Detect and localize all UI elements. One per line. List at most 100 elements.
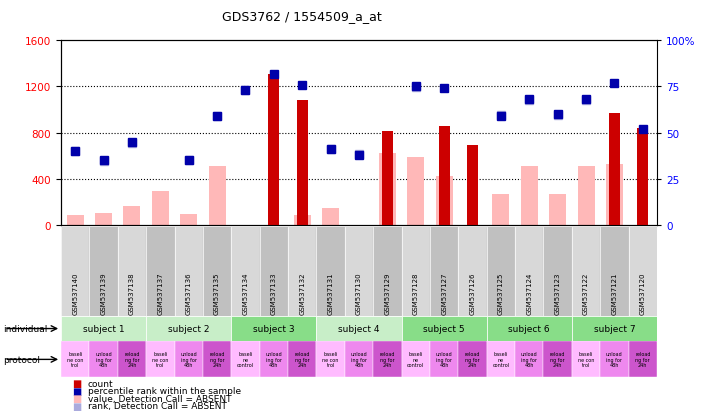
Bar: [487, 342, 515, 377]
Bar: [430, 342, 458, 377]
Text: reload
ng for
24h: reload ng for 24h: [294, 351, 310, 368]
Bar: [373, 227, 401, 316]
Text: unload
ing for
48h: unload ing for 48h: [521, 351, 538, 368]
Bar: [606, 165, 623, 225]
Bar: [345, 227, 373, 316]
Text: ■: ■: [72, 378, 81, 388]
Text: subject 1: subject 1: [83, 324, 124, 333]
Text: GSM537124: GSM537124: [526, 272, 532, 314]
Text: ■: ■: [72, 386, 81, 396]
Bar: [294, 216, 311, 225]
Bar: [146, 316, 231, 341]
Text: baseli
ne con
trol: baseli ne con trol: [152, 351, 169, 368]
Text: GSM537126: GSM537126: [470, 272, 475, 314]
Text: individual: individual: [4, 324, 48, 333]
Text: GSM537125: GSM537125: [498, 272, 504, 314]
Bar: [373, 342, 401, 377]
Bar: [90, 342, 118, 377]
Text: GSM537140: GSM537140: [73, 272, 78, 314]
Bar: [609, 114, 620, 225]
Text: GSM537134: GSM537134: [243, 272, 248, 314]
Text: unload
ing for
48h: unload ing for 48h: [180, 351, 197, 368]
Bar: [61, 316, 146, 341]
Bar: [401, 342, 430, 377]
Text: reload
ng for
24h: reload ng for 24h: [635, 351, 651, 368]
Text: GSM537131: GSM537131: [327, 272, 334, 314]
Bar: [572, 342, 600, 377]
Bar: [61, 227, 90, 316]
Text: reload
ng for
24h: reload ng for 24h: [210, 351, 225, 368]
Text: unload
ing for
48h: unload ing for 48h: [266, 351, 282, 368]
Text: baseli
ne con
trol: baseli ne con trol: [322, 351, 339, 368]
Text: GDS3762 / 1554509_a_at: GDS3762 / 1554509_a_at: [222, 10, 381, 23]
Bar: [521, 166, 538, 225]
Text: value, Detection Call = ABSENT: value, Detection Call = ABSENT: [88, 394, 231, 403]
Text: GSM537128: GSM537128: [413, 272, 419, 314]
Text: GSM537127: GSM537127: [441, 272, 447, 314]
Text: reload
ng for
24h: reload ng for 24h: [465, 351, 480, 368]
Bar: [458, 342, 487, 377]
Bar: [515, 342, 544, 377]
Text: ■: ■: [72, 393, 81, 403]
Bar: [118, 342, 146, 377]
Text: unload
ing for
48h: unload ing for 48h: [350, 351, 368, 368]
Text: GSM537136: GSM537136: [186, 272, 192, 314]
Bar: [493, 195, 509, 225]
Bar: [203, 227, 231, 316]
Text: protocol: protocol: [4, 355, 41, 364]
Text: GSM537139: GSM537139: [101, 272, 106, 314]
Bar: [203, 342, 231, 377]
Text: subject 6: subject 6: [508, 324, 550, 333]
Text: GSM537123: GSM537123: [554, 272, 561, 314]
Bar: [600, 227, 628, 316]
Bar: [209, 166, 225, 225]
Bar: [118, 227, 146, 316]
Text: baseli
ne
control: baseli ne control: [407, 351, 424, 368]
Bar: [572, 316, 657, 341]
Text: reload
ng for
24h: reload ng for 24h: [124, 351, 140, 368]
Bar: [401, 227, 430, 316]
Text: GSM537130: GSM537130: [356, 272, 362, 314]
Bar: [317, 227, 345, 316]
Text: GSM537121: GSM537121: [612, 272, 617, 314]
Bar: [174, 227, 203, 316]
Text: GSM537122: GSM537122: [583, 272, 589, 314]
Bar: [180, 214, 197, 225]
Bar: [345, 342, 373, 377]
Bar: [544, 342, 572, 377]
Text: reload
ng for
24h: reload ng for 24h: [550, 351, 565, 368]
Text: GSM537137: GSM537137: [157, 272, 164, 314]
Bar: [231, 227, 260, 316]
Bar: [628, 227, 657, 316]
Text: GSM537132: GSM537132: [299, 272, 305, 314]
Bar: [436, 176, 452, 225]
Text: unload
ing for
48h: unload ing for 48h: [436, 351, 452, 368]
Bar: [430, 227, 458, 316]
Text: unload
ing for
48h: unload ing for 48h: [95, 351, 112, 368]
Text: subject 5: subject 5: [424, 324, 465, 333]
Bar: [146, 227, 174, 316]
Text: reload
ng for
24h: reload ng for 24h: [380, 351, 395, 368]
Bar: [628, 342, 657, 377]
Bar: [288, 227, 317, 316]
Bar: [123, 206, 141, 225]
Bar: [382, 132, 393, 225]
Text: subject 3: subject 3: [253, 324, 294, 333]
Text: subject 7: subject 7: [594, 324, 635, 333]
Text: GSM537133: GSM537133: [271, 272, 277, 314]
Bar: [317, 316, 401, 341]
Bar: [515, 227, 544, 316]
Text: percentile rank within the sample: percentile rank within the sample: [88, 386, 241, 395]
Text: GSM537129: GSM537129: [384, 272, 391, 314]
Bar: [260, 342, 288, 377]
Text: GSM537138: GSM537138: [129, 272, 135, 314]
Text: baseli
ne con
trol: baseli ne con trol: [67, 351, 83, 368]
Bar: [231, 316, 317, 341]
Bar: [544, 227, 572, 316]
Text: baseli
ne
control: baseli ne control: [493, 351, 510, 368]
Text: unload
ing for
48h: unload ing for 48h: [606, 351, 623, 368]
Text: baseli
ne
control: baseli ne control: [237, 351, 254, 368]
Bar: [638, 128, 648, 225]
Bar: [260, 227, 288, 316]
Bar: [151, 192, 169, 225]
